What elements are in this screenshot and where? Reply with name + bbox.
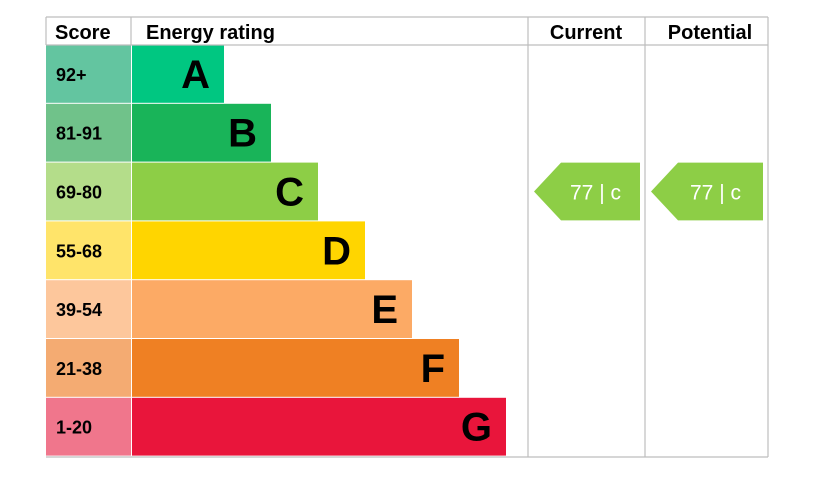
score-cell-f — [46, 339, 131, 397]
band-bar-g — [132, 397, 506, 456]
band-letter-c: C — [275, 171, 304, 215]
header-score: Score — [55, 22, 111, 44]
score-label-g: 1-20 — [56, 418, 92, 438]
header-row: Score Energy rating Current Potential — [55, 22, 752, 44]
score-cell-g — [46, 397, 131, 456]
potential-rating-label: 77 | c — [690, 182, 741, 205]
band-letter-d: D — [322, 229, 351, 273]
bands-layer: 92+ A 81-91 B 69-80 C 55-68 D 39-54 E 21-38 F 1-20 G — [46, 45, 506, 456]
score-cell-a — [46, 45, 131, 103]
score-cell-e — [46, 280, 131, 338]
potential-rating-arrow — [651, 162, 763, 221]
score-label-b: 81-91 — [56, 124, 102, 144]
band-letter-e: E — [371, 288, 398, 332]
score-label-d: 55-68 — [56, 241, 102, 261]
score-cell-c — [46, 162, 131, 221]
score-label-e: 39-54 — [56, 300, 102, 320]
band-bar-c — [132, 162, 318, 221]
band-letter-a: A — [181, 53, 210, 97]
band-letter-f: F — [421, 347, 445, 391]
band-bar-e — [132, 280, 412, 338]
band-letter-b: B — [228, 112, 257, 156]
band-bar-a — [132, 45, 224, 103]
band-bar-b — [132, 103, 271, 162]
score-label-f: 21-38 — [56, 359, 102, 379]
grid-lines — [45, 16, 769, 458]
header-current: Current — [550, 22, 623, 44]
header-potential: Potential — [668, 22, 752, 44]
score-label-c: 69-80 — [56, 183, 102, 203]
band-bar-d — [132, 221, 365, 280]
band-letter-g: G — [461, 406, 492, 450]
rating-arrows: 77 | c 77 | c — [534, 162, 763, 221]
score-label-a: 92+ — [56, 65, 87, 85]
band-bar-f — [132, 339, 459, 397]
current-rating-arrow — [534, 162, 640, 221]
score-cell-b — [46, 103, 131, 162]
score-cell-d — [46, 221, 131, 280]
header-energy-rating: Energy rating — [146, 22, 275, 44]
current-rating-label: 77 | c — [570, 182, 621, 205]
